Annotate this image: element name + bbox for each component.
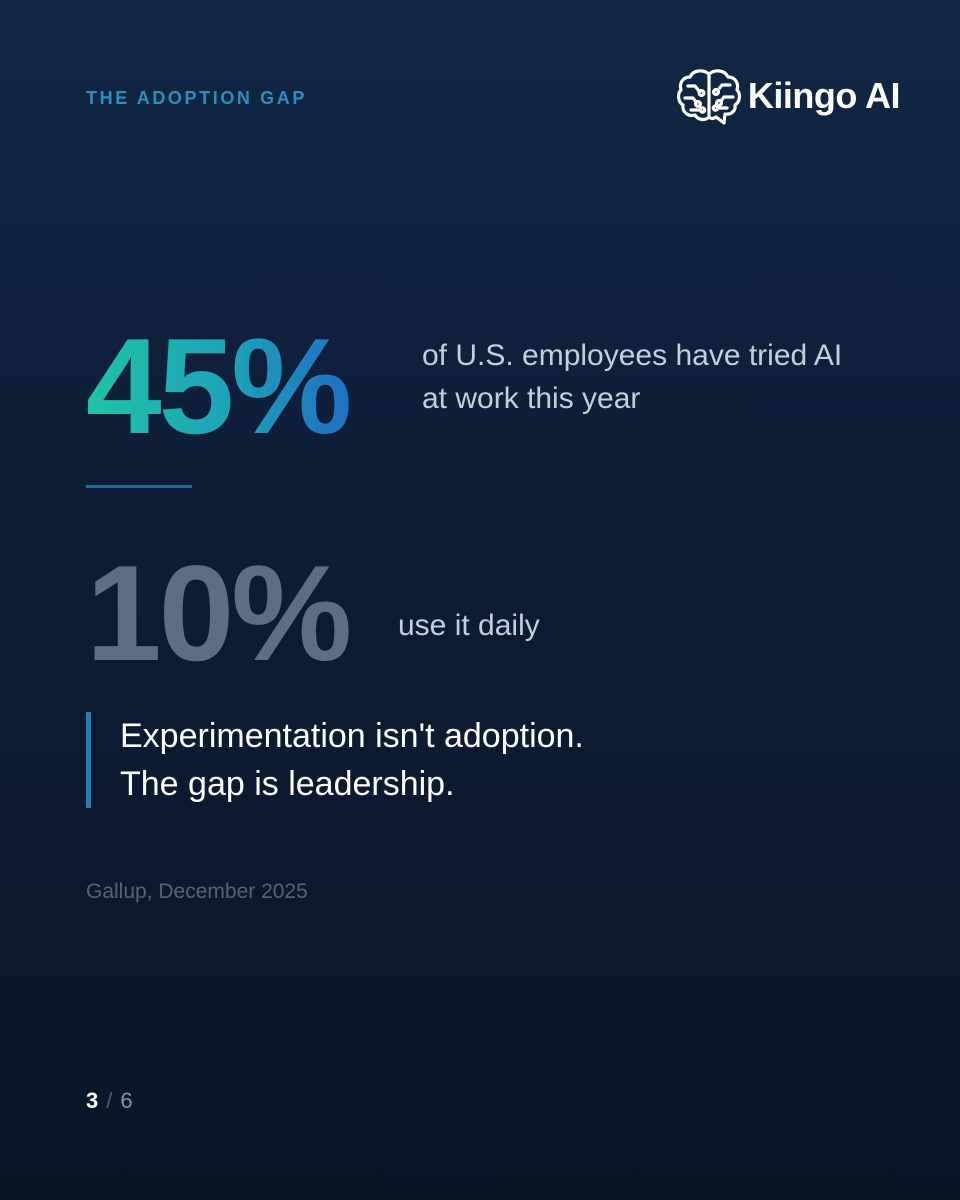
primary-stat-value: 45%: [86, 310, 352, 462]
brand-name: Kiingo AI: [747, 75, 901, 116]
pull-quote: Experimentation isn't adoption. The gap …: [86, 712, 820, 808]
total-pages: 6: [120, 1088, 133, 1113]
primary-stat-description: of U.S. employees have tried AI at work …: [422, 339, 843, 415]
brain-circuit-icon: [676, 69, 741, 125]
stat-divider: [86, 485, 192, 488]
brand-logo: Kiingo AI: [676, 66, 901, 126]
secondary-stat-description: use it daily: [398, 609, 540, 642]
page-indicator: 3 / 6: [86, 1088, 133, 1114]
page-separator: /: [106, 1088, 113, 1113]
quote-line: Experimentation isn't adoption.: [120, 717, 584, 755]
quote-line: The gap is leadership.: [120, 765, 455, 803]
source-citation: Gallup, December 2025: [86, 880, 308, 903]
section-kicker: THE ADOPTION GAP: [86, 88, 307, 108]
current-page: 3: [86, 1088, 99, 1113]
secondary-stat-value: 10%: [86, 537, 352, 689]
